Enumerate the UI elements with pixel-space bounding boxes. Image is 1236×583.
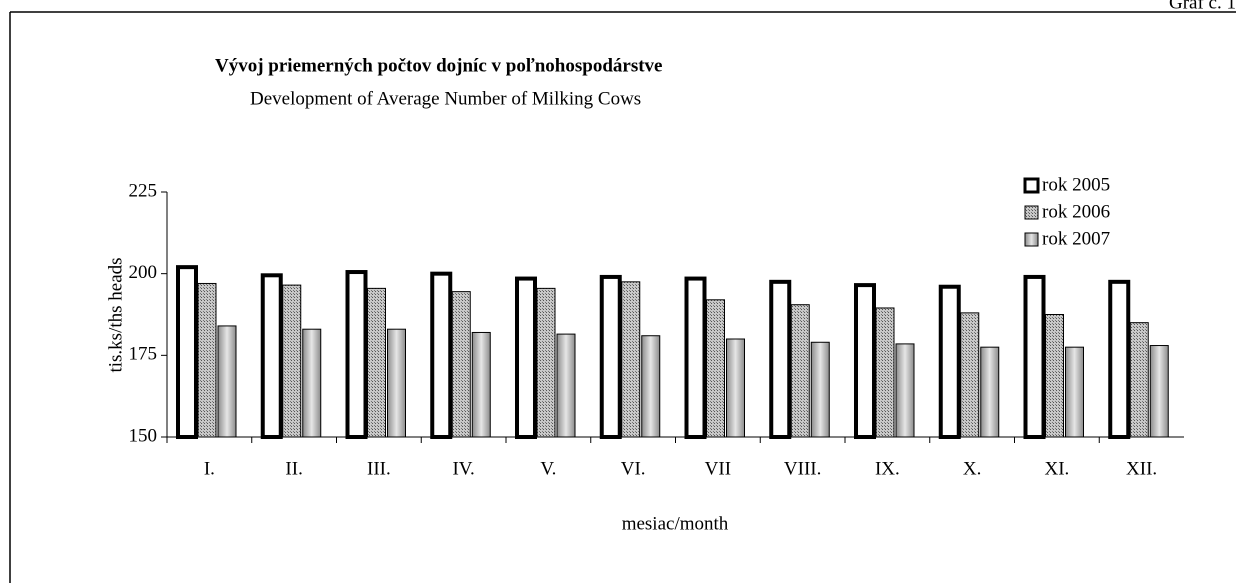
bar <box>1065 346 1084 438</box>
bar <box>260 273 283 439</box>
y-tick-label: 175 <box>129 344 158 365</box>
bar <box>938 284 961 439</box>
x-axis-label: mesiac/month <box>622 513 729 534</box>
bar <box>960 312 980 438</box>
corner-label: Graf č. 1 <box>1169 0 1236 13</box>
bar <box>345 270 368 439</box>
x-tick-label: V. <box>540 458 556 479</box>
bar <box>684 276 707 440</box>
legend-swatch <box>1024 205 1039 220</box>
bar <box>197 282 217 438</box>
bar <box>726 338 745 438</box>
legend-swatch <box>1023 177 1040 194</box>
bar <box>895 343 915 438</box>
x-tick-label: X. <box>963 458 981 479</box>
bar <box>515 276 537 440</box>
x-tick-label: VIII. <box>784 458 821 479</box>
legend-label: rok 2007 <box>1042 228 1110 249</box>
bar <box>769 279 792 440</box>
x-tick-label: III. <box>367 458 391 479</box>
y-tick-label: 150 <box>129 425 158 446</box>
bar <box>1149 345 1169 438</box>
bar <box>302 328 322 438</box>
x-tick-label: I. <box>204 458 215 479</box>
bar <box>556 333 576 438</box>
bar <box>621 281 641 438</box>
y-axis-label: tis.ks/ths heads <box>105 257 126 372</box>
bar <box>1108 279 1131 440</box>
x-tick-label: VI. <box>621 458 646 479</box>
x-tick-label: XII. <box>1126 458 1157 479</box>
y-tick-label: 200 <box>129 262 158 283</box>
bar <box>451 291 471 438</box>
bar <box>387 328 406 438</box>
legend-label: rok 2005 <box>1042 174 1110 195</box>
x-tick-label: XI. <box>1044 458 1069 479</box>
bar <box>1129 322 1149 438</box>
x-tick-label: II. <box>285 458 302 479</box>
bar <box>854 283 876 439</box>
bar <box>217 325 237 438</box>
bar <box>1023 274 1046 439</box>
bar <box>367 287 386 438</box>
x-tick-label: VII <box>705 458 731 479</box>
bar <box>875 307 895 438</box>
bar <box>790 304 810 438</box>
bar <box>980 346 1000 438</box>
y-tick-label: 225 <box>129 180 158 201</box>
legend-swatch <box>1024 232 1039 247</box>
bar <box>810 341 830 438</box>
bar <box>706 299 725 438</box>
bar <box>1045 314 1064 438</box>
bar <box>641 335 661 438</box>
bar <box>536 287 556 438</box>
bar <box>282 284 302 438</box>
chart-subtitle: Development of Average Number of Milking… <box>250 88 641 109</box>
bar <box>430 271 453 439</box>
x-tick-label: IV. <box>452 458 474 479</box>
x-tick-label: IX. <box>875 458 900 479</box>
bar <box>176 265 198 439</box>
chart-title: Vývoj priemerných počtov dojníc v poľnoh… <box>215 55 663 76</box>
bar <box>599 274 622 439</box>
bar <box>471 331 491 438</box>
legend-label: rok 2006 <box>1042 201 1110 222</box>
